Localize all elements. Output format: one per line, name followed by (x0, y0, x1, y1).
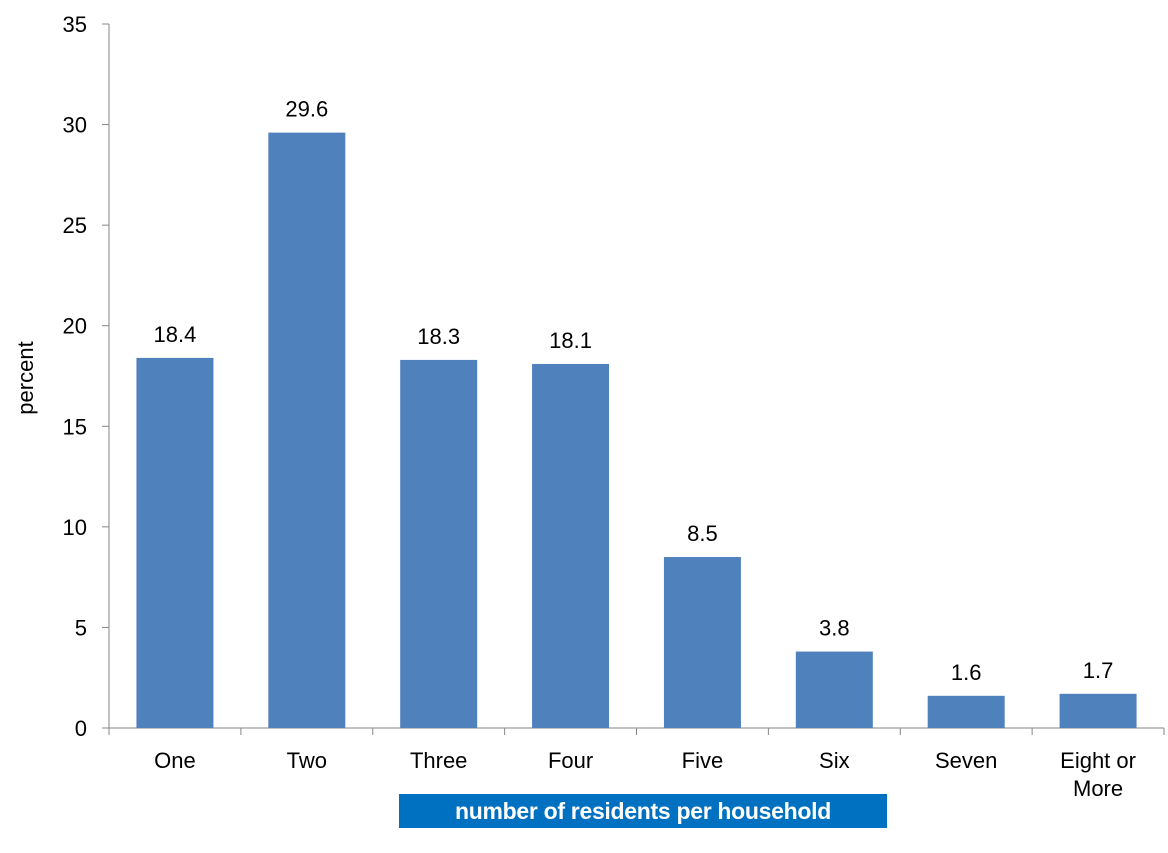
x-tick-label: Seven (935, 748, 997, 773)
y-axis: 0 5 10 15 20 25 30 35 (63, 12, 110, 741)
x-tick-label: Five (682, 748, 724, 773)
x-tick-label: Eight or More (1060, 748, 1136, 801)
x-tick-label: Four (548, 748, 593, 773)
y-tick-label: 5 (75, 615, 87, 640)
x-tick-label: Two (287, 748, 327, 773)
y-tick-label: 0 (75, 716, 87, 741)
bar (795, 651, 873, 728)
bar (136, 357, 214, 728)
bar (268, 132, 346, 729)
data-label: 1.7 (1083, 658, 1114, 683)
data-label: 3.8 (819, 616, 850, 641)
bar (663, 557, 741, 728)
x-tick-label: Three (410, 748, 467, 773)
bar (1059, 693, 1137, 728)
y-tick-label: 10 (63, 515, 87, 540)
data-label: 18.1 (549, 328, 592, 353)
bar (400, 359, 478, 728)
data-label: 29.6 (285, 97, 328, 122)
data-label: 1.6 (951, 660, 982, 685)
data-label: 18.3 (417, 324, 460, 349)
x-axis-title: number of residents per household (399, 794, 887, 828)
y-tick-label: 35 (63, 12, 87, 37)
x-axis: One Two Three Four Five Six Seven Eight or More (108, 727, 1165, 801)
bar (927, 695, 1005, 728)
bars (136, 132, 1137, 729)
y-tick-label: 20 (63, 314, 87, 339)
data-label: 18.4 (154, 322, 197, 347)
data-label: 8.5 (687, 521, 718, 546)
bar (532, 363, 610, 728)
x-tick-label: One (154, 748, 196, 773)
x-tick-label: Six (819, 748, 850, 773)
y-tick-label: 25 (63, 213, 87, 238)
y-axis-title: percent (13, 341, 38, 414)
y-tick-label: 30 (63, 113, 87, 138)
data-labels: 18.4 29.6 18.3 18.1 8.5 3.8 1.6 1.7 (154, 97, 1114, 685)
y-tick-label: 15 (63, 414, 87, 439)
